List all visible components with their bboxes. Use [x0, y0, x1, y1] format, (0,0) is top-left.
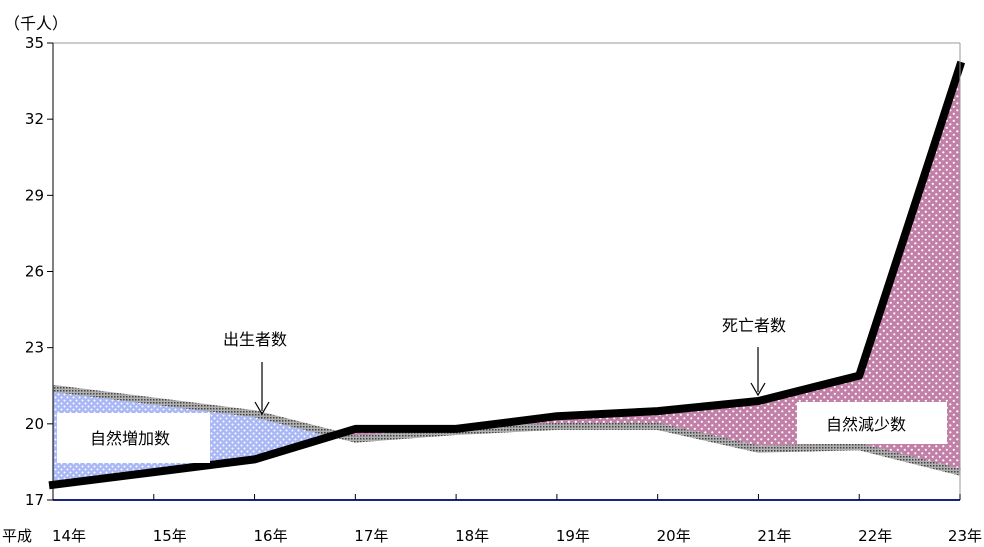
- y-tick-label-23: 23: [25, 339, 44, 357]
- x-axis: 14年 15年 16年 17年 18年 19年 20年 21年 22年 23年: [52, 494, 982, 545]
- natural-increase-label-bg: [57, 413, 210, 463]
- births-annotation-label: 出生者数: [223, 330, 287, 349]
- births-annotation: 出生者数: [223, 330, 287, 416]
- y-tick-label-26: 26: [25, 263, 44, 281]
- y-tick-label-29: 29: [25, 186, 44, 204]
- deaths-annotation: 死亡者数: [722, 316, 786, 397]
- deaths-annotation-arrow-head: [750, 382, 766, 397]
- x-tick-label-6: 20年: [657, 527, 691, 545]
- y-axis: 17 20 23 26 29 32 35: [25, 34, 53, 509]
- x-tick-label-8: 22年: [858, 527, 892, 545]
- y-tick-label-35: 35: [25, 34, 44, 52]
- natural-decrease-label-bg: [797, 402, 947, 444]
- births-annotation-arrow-head: [254, 401, 270, 416]
- births-line: [52, 384, 961, 476]
- natural-decrease-box: 自然減少数: [797, 402, 947, 444]
- x-tick-label-3: 17年: [354, 527, 388, 545]
- natural-increase-area-2-0: [254, 413, 337, 460]
- y-tick-label-17: 17: [25, 491, 44, 509]
- y-tick-label-20: 20: [25, 415, 44, 433]
- natural-increase-box: 自然増加数: [57, 413, 210, 463]
- x-tick-label-1: 15年: [153, 527, 187, 545]
- deaths-line: [48, 60, 966, 490]
- x-tick-label-7: 21年: [757, 527, 791, 545]
- natural-decrease-area-8-0: [859, 65, 960, 473]
- natural-decrease-label: 自然減少数: [826, 415, 906, 434]
- x-axis-prefix: 平成: [2, 527, 32, 545]
- x-tick-label-2: 16年: [254, 527, 288, 545]
- y-tick-label-32: 32: [25, 110, 44, 128]
- x-tick-label-4: 18年: [455, 527, 489, 545]
- natural-decrease-area-6-0: [657, 401, 759, 450]
- x-tick-label-9: 23年: [948, 527, 982, 545]
- x-tick-label-5: 19年: [556, 527, 590, 545]
- y-unit-label: （千人）: [4, 14, 68, 33]
- x-tick-label-0: 14年: [52, 527, 86, 545]
- natural-increase-label: 自然増加数: [90, 429, 170, 448]
- series-lines: [48, 60, 966, 490]
- deaths-annotation-label: 死亡者数: [722, 316, 786, 335]
